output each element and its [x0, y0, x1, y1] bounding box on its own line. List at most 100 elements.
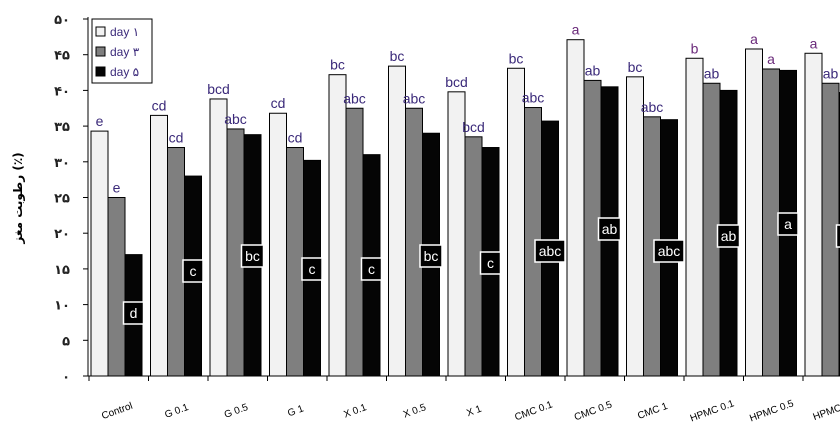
bar-label: a — [784, 216, 792, 232]
bar-label-box — [653, 239, 685, 263]
legend: day ١ day ٣ day ۵ — [91, 18, 153, 84]
legend-entry: day ۵ — [110, 65, 139, 79]
x-tick-label: G 1 — [286, 403, 305, 419]
bar-label: bcd — [462, 119, 485, 135]
bar-label: abc — [522, 90, 545, 106]
bar-label: abc — [224, 111, 247, 127]
bar-label: cd — [271, 95, 286, 111]
bar — [328, 74, 347, 377]
bar-label: ab — [585, 62, 601, 78]
y-tick-label: ٠ — [62, 370, 70, 385]
bar-label: abc — [343, 90, 366, 106]
bar-label: bc — [330, 57, 345, 73]
bar-label: c — [309, 261, 316, 277]
x-tick-label: X 1 — [465, 404, 483, 420]
bar-label-box — [716, 224, 741, 248]
x-tick-label: CMC 0.1 — [513, 399, 554, 423]
y-tick-label: ۴۵ — [54, 49, 70, 64]
bar-label: bc — [509, 50, 524, 66]
x-tick-label: HPMC 0.5 — [748, 398, 796, 424]
bar — [90, 130, 109, 377]
y-tick-label: ۴٠ — [54, 84, 70, 99]
y-tick-label: ۵٠ — [54, 13, 70, 28]
bar — [464, 136, 483, 377]
bar-label-box — [240, 244, 265, 268]
bar-label: bc — [390, 48, 405, 64]
legend-entry: day ١ — [110, 25, 139, 39]
bar — [685, 57, 704, 377]
bar-label-box — [182, 259, 204, 283]
bar-label: abc — [403, 90, 426, 106]
legend-swatch — [95, 26, 106, 37]
bar-label: cd — [152, 97, 167, 113]
bar — [209, 98, 228, 377]
y-tick-label: ١٠ — [54, 299, 70, 314]
bar-label: a — [750, 31, 758, 47]
bar-label: bc — [245, 248, 260, 264]
bar-label: bc — [628, 59, 643, 75]
bar — [388, 65, 406, 377]
x-tick-label: HPMC 0.1 — [689, 398, 737, 424]
bar-label-box — [777, 212, 799, 236]
x-tick-label: G 0.5 — [223, 402, 250, 421]
bar-label: d — [130, 305, 138, 321]
x-tick-label: CMC 1 — [636, 401, 669, 422]
bar-label: ab — [704, 65, 720, 81]
bar — [286, 147, 304, 377]
bar-label: abc — [539, 243, 562, 259]
bar-label: abc — [641, 99, 664, 115]
bar-label: bcd — [207, 81, 230, 97]
bar-label: ab — [602, 221, 618, 237]
bar — [107, 197, 126, 377]
bar-label: abc — [658, 243, 681, 259]
bar — [269, 112, 287, 377]
y-tick-label: ١۵ — [54, 263, 70, 278]
bar-label-box — [835, 224, 840, 248]
bar-label: c — [190, 263, 197, 279]
bar — [762, 68, 780, 377]
bar-label: a — [767, 51, 775, 67]
y-axis-label: رطوبت مغز (٪) — [11, 152, 26, 244]
bar — [405, 107, 423, 377]
y-tick-label: ۵ — [62, 334, 70, 349]
x-tick-label: X 0.5 — [402, 402, 428, 420]
bar-label: cd — [169, 130, 184, 146]
bar-label-box — [301, 257, 323, 281]
bar-label-box — [534, 239, 566, 263]
bar-label-box — [479, 251, 502, 275]
bar-label: cd — [288, 130, 303, 146]
x-tick-label: HPMC 1 — [812, 400, 840, 423]
x-tick-label: X 0.1 — [342, 402, 368, 420]
bar-label: c — [368, 261, 375, 277]
y-tick-label: ٣۵ — [54, 120, 70, 135]
bar-label-box — [122, 301, 145, 325]
legend-entry: day ٣ — [110, 45, 140, 59]
bar — [745, 48, 763, 377]
bars — [90, 39, 840, 377]
bar — [804, 52, 823, 377]
x-tick-label: Control — [100, 401, 134, 422]
bar-label: ab — [823, 65, 839, 81]
y-tick-label: ٣٠ — [54, 156, 70, 171]
bar — [167, 147, 185, 377]
y-tick-label: ٢٠ — [54, 227, 70, 242]
bar-label: ab — [721, 228, 737, 244]
bar-label-box — [419, 244, 443, 268]
bar-label: e — [96, 113, 104, 129]
y-tick-label: ٢۵ — [54, 192, 70, 207]
legend-swatch — [95, 66, 106, 77]
bar-label: bcd — [445, 74, 468, 90]
bar — [507, 67, 525, 377]
significance-labels: eedcdcdcbcdabcbccdcdcbcabccbcabcbcbcdbcd… — [96, 22, 840, 325]
bar — [626, 76, 644, 377]
bar-label: c — [487, 255, 494, 271]
bar-label-box — [360, 257, 383, 281]
bar-label: a — [810, 35, 818, 51]
bar — [150, 114, 168, 377]
x-tick-label: G 0.1 — [163, 402, 190, 421]
x-tick-label: CMC 0.5 — [573, 399, 614, 423]
bar — [566, 39, 585, 377]
bar-label: a — [572, 22, 580, 38]
bar — [345, 107, 364, 377]
